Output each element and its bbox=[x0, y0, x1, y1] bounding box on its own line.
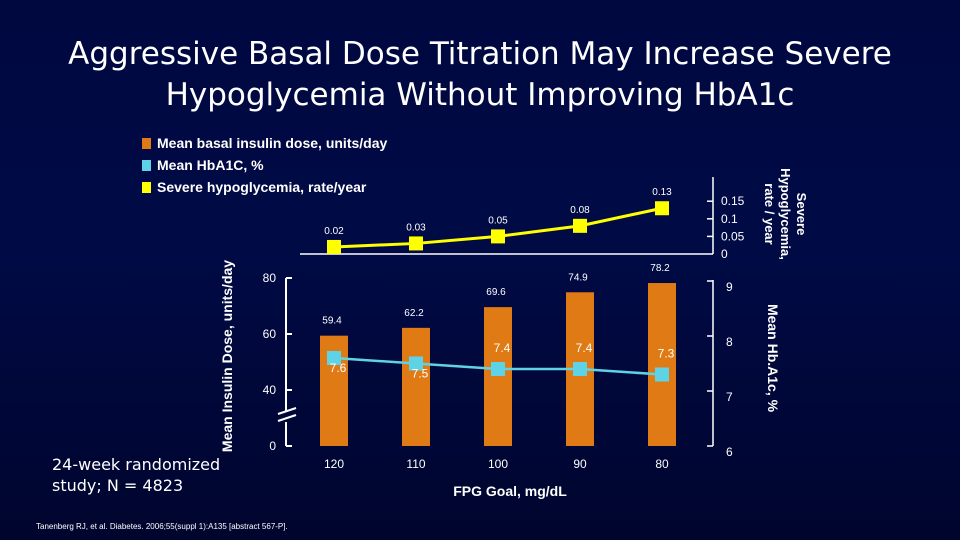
right-lower-axis-tick-label-9: 9 bbox=[726, 280, 733, 294]
left-axis-tick-label-40: 40 bbox=[263, 383, 277, 397]
right-lower-axis-tick-label-7: 7 bbox=[726, 390, 733, 404]
x-axis-tick-label-120: 120 bbox=[324, 457, 344, 471]
bar-data-label-90: 74.9 bbox=[568, 272, 588, 283]
axis-break-mark-2 bbox=[277, 414, 297, 422]
study-note-line-1: 24-week randomized bbox=[52, 455, 221, 474]
bar-insulin-dose-100 bbox=[484, 307, 512, 446]
right-upper-axis-tick-label-0.1: 0.1 bbox=[721, 212, 738, 226]
legend-item-insulin-dose: Mean basal insulin dose, units/day bbox=[142, 132, 387, 154]
severe-hypoglycemia-marker-90 bbox=[573, 218, 587, 233]
severe-hypoglycemia-data-label-90: 0.08 bbox=[570, 205, 590, 216]
title-line-1: Aggressive Basal Dose Titration May Incr… bbox=[68, 36, 892, 72]
right-upper-axis-title-line-1: Severe bbox=[794, 193, 809, 236]
right-upper-axis-tick-label-0: 0 bbox=[721, 247, 728, 261]
bar-insulin-dose-110 bbox=[402, 327, 430, 446]
severe-hypoglycemia-marker-100 bbox=[491, 229, 505, 244]
axis-break-mark-1 bbox=[277, 407, 297, 415]
bar-data-label-120: 59.4 bbox=[322, 316, 342, 327]
hba1c-data-label-110: 7.5 bbox=[412, 367, 429, 381]
right-lower-axis-tick-label-6: 6 bbox=[726, 445, 733, 459]
hba1c-data-label-90: 7.4 bbox=[576, 341, 593, 355]
legend-swatch-insulin-dose bbox=[142, 137, 151, 149]
citation: Tanenberg RJ, et al. Diabetes. 2006;55(s… bbox=[36, 522, 288, 531]
title-line-2: Hypoglycemia Without Improving HbA1c bbox=[165, 77, 795, 113]
severe-hypoglycemia-data-label-110: 0.03 bbox=[406, 222, 426, 233]
study-note-line-2: study; N = 4823 bbox=[52, 476, 184, 495]
bar-data-label-80: 78.2 bbox=[650, 263, 670, 274]
hba1c-data-label-80: 7.3 bbox=[658, 347, 675, 361]
legend-item-severe-hypoglycemia: Severe hypoglycemia, rate/year bbox=[142, 176, 387, 198]
right-lower-axis-title: Mean Hb.A1c, % bbox=[765, 304, 781, 413]
chart-legend: Mean basal insulin dose, units/day Mean … bbox=[142, 132, 387, 198]
severe-hypoglycemia-data-label-100: 0.05 bbox=[488, 215, 508, 226]
legend-item-hba1c: Mean HbA1C, % bbox=[142, 154, 387, 176]
bar-data-label-100: 69.6 bbox=[486, 287, 506, 298]
legend-label-severe-hypoglycemia: Severe hypoglycemia, rate/year bbox=[157, 179, 367, 195]
study-note: 24-week randomized study; N = 4823 bbox=[52, 454, 220, 496]
right-upper-axis-tick-label-0.05: 0.05 bbox=[721, 229, 745, 243]
x-axis-tick-label-80: 80 bbox=[655, 457, 669, 471]
hba1c-data-label-100: 7.4 bbox=[494, 341, 511, 355]
right-lower-axis-tick-label-8: 8 bbox=[726, 335, 733, 349]
hba1c-data-label-120: 7.6 bbox=[330, 361, 347, 375]
left-axis-tick-label-80: 80 bbox=[263, 271, 277, 285]
legend-label-hba1c: Mean HbA1C, % bbox=[157, 157, 264, 173]
x-axis-tick-label-90: 90 bbox=[573, 457, 587, 471]
left-axis-tick-label-0: 0 bbox=[269, 439, 276, 453]
slide-title: Aggressive Basal Dose Titration May Incr… bbox=[60, 34, 900, 116]
hba1c-marker-100 bbox=[491, 362, 505, 376]
hba1c-marker-120 bbox=[327, 351, 341, 365]
right-upper-axis-title-line-3: rate / year bbox=[762, 183, 777, 244]
severe-hypoglycemia-marker-80 bbox=[655, 201, 669, 216]
legend-swatch-severe-hypoglycemia bbox=[142, 181, 151, 193]
left-axis-title: Mean Insulin Dose, units/day bbox=[219, 260, 235, 452]
bar-data-label-110: 62.2 bbox=[404, 308, 424, 319]
right-upper-axis-title: Severe Hypoglycemia, rate / year bbox=[762, 168, 809, 260]
legend-label-insulin-dose: Mean basal insulin dose, units/day bbox=[157, 135, 388, 151]
severe-hypoglycemia-data-label-80: 0.13 bbox=[652, 187, 672, 198]
hba1c-marker-110 bbox=[409, 356, 423, 371]
legend-swatch-hba1c bbox=[142, 159, 151, 171]
right-upper-axis-title-line-2: Hypoglycemia, bbox=[778, 168, 793, 260]
severe-hypoglycemia-data-label-120: 0.02 bbox=[324, 226, 344, 237]
x-axis-title: FPG Goal, mg/dL bbox=[453, 483, 567, 499]
right-upper-axis-tick-label-0.15: 0.15 bbox=[721, 194, 745, 208]
severe-hypoglycemia-marker-110 bbox=[409, 236, 423, 251]
severe-hypoglycemia-marker-120 bbox=[327, 239, 341, 254]
left-axis-tick-label-60: 60 bbox=[263, 327, 277, 341]
hba1c-marker-80 bbox=[655, 367, 669, 382]
x-axis-tick-label-110: 110 bbox=[406, 457, 425, 471]
hba1c-marker-90 bbox=[573, 362, 587, 376]
bar-insulin-dose-80 bbox=[648, 283, 676, 446]
x-axis-tick-label-100: 100 bbox=[488, 457, 508, 471]
